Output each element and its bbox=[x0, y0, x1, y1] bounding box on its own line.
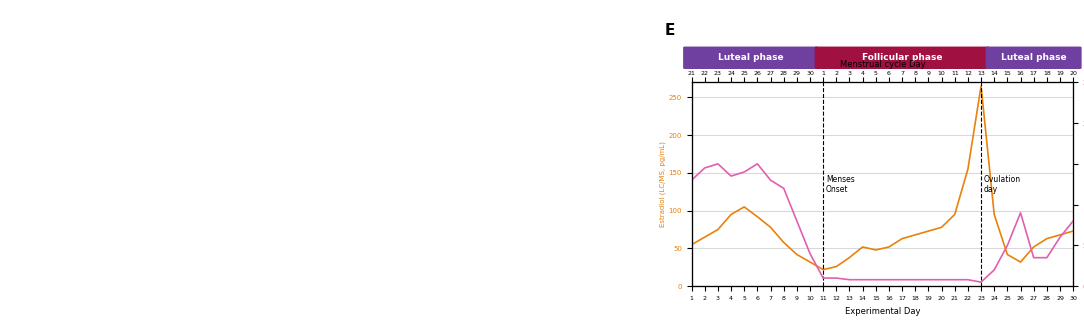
FancyBboxPatch shape bbox=[683, 46, 818, 69]
Text: Luteal phase: Luteal phase bbox=[1001, 53, 1067, 62]
Text: Ovulation
day: Ovulation day bbox=[983, 175, 1021, 194]
Text: Menses
Onset: Menses Onset bbox=[826, 175, 854, 194]
X-axis label: Experimental Day: Experimental Day bbox=[844, 307, 920, 316]
Y-axis label: Estradiol (LC/MS, pg/mL): Estradiol (LC/MS, pg/mL) bbox=[659, 141, 666, 227]
FancyBboxPatch shape bbox=[985, 46, 1082, 69]
Text: Follicular phase: Follicular phase bbox=[862, 53, 942, 62]
X-axis label: Menstrual cycle Day: Menstrual cycle Day bbox=[840, 60, 925, 69]
FancyBboxPatch shape bbox=[815, 46, 990, 69]
Text: E: E bbox=[664, 23, 675, 38]
Text: Luteal phase: Luteal phase bbox=[718, 53, 784, 62]
